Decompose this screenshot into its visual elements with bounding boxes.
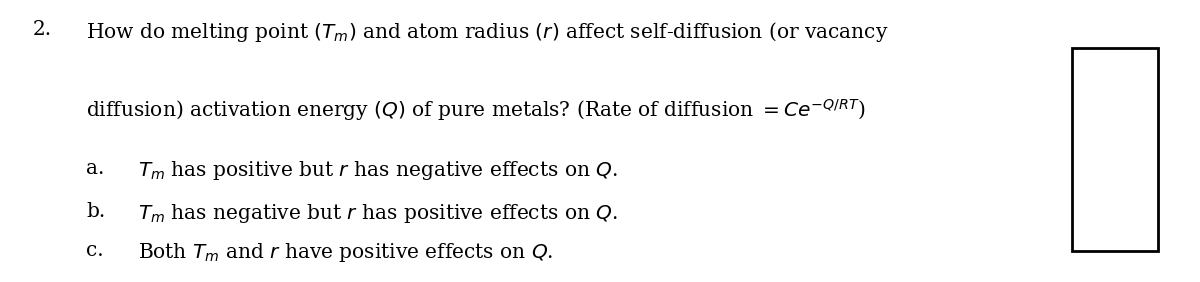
Text: Both $T_m$ and $r$ have positive effects on $Q$.: Both $T_m$ and $r$ have positive effects… xyxy=(138,241,553,264)
Text: a.: a. xyxy=(86,159,104,178)
FancyBboxPatch shape xyxy=(1072,48,1158,251)
Text: $T_m$ has negative but $r$ has positive effects on $Q$.: $T_m$ has negative but $r$ has positive … xyxy=(138,202,618,225)
Text: b.: b. xyxy=(86,202,106,221)
Text: How do melting point $(T_m)$ and atom radius $(r)$ affect self-diffusion (or vac: How do melting point $(T_m)$ and atom ra… xyxy=(86,20,889,44)
Text: $T_m$ has positive but $r$ has negative effects on $Q$.: $T_m$ has positive but $r$ has negative … xyxy=(138,159,618,182)
Text: c.: c. xyxy=(86,241,104,260)
Text: 2.: 2. xyxy=(32,20,52,39)
Text: diffusion) activation energy $(Q)$ of pure metals? (Rate of diffusion $= Ce^{-Q/: diffusion) activation energy $(Q)$ of pu… xyxy=(86,97,866,123)
